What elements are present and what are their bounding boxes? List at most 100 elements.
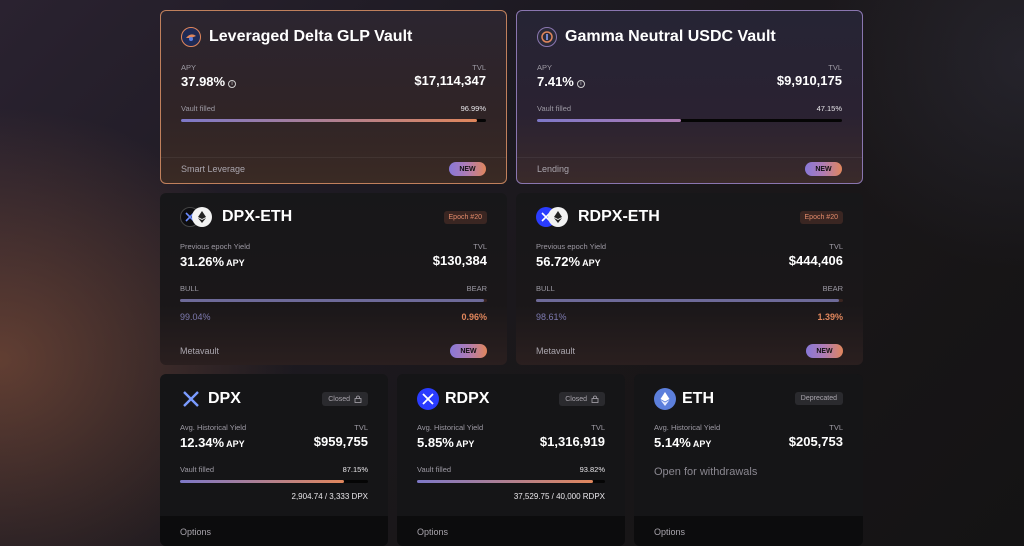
status-badge: Closed <box>559 392 605 406</box>
vault-title: Leveraged Delta GLP Vault <box>209 28 413 45</box>
apy-label: APY <box>537 63 553 72</box>
options-footer[interactable]: Options <box>634 516 863 546</box>
metavault-title: DPX-ETH <box>222 208 293 225</box>
new-badge: NEW <box>805 162 842 176</box>
vault-filled-bar-fill <box>417 480 594 483</box>
usdc-vault-icon <box>537 27 557 47</box>
tvl-value: $17,114,347 <box>414 73 486 88</box>
vault-filled-bar-fill <box>180 480 344 483</box>
bear-label: BEAR <box>466 284 487 293</box>
tvl-label: TVL <box>829 423 843 432</box>
yield-label: Avg. Historical Yield <box>180 423 247 432</box>
deposit-amount: 37,529.75 / 40,000 RDPX <box>513 492 605 501</box>
yield-label: Previous epoch Yield <box>536 242 607 251</box>
eth-icon <box>548 207 568 227</box>
options-label: Options <box>180 527 212 537</box>
yield-value: 56.72% <box>536 254 581 269</box>
yield-label: Avg. Historical Yield <box>654 423 721 432</box>
bull-bar-fill <box>180 299 485 302</box>
bull-bear-bar <box>180 299 487 302</box>
tvl-value: $205,753 <box>788 434 843 449</box>
vault-card-leveraged-delta-glp[interactable]: Leveraged Delta GLP Vault APY 37.98% i TV… <box>160 10 507 184</box>
new-badge: NEW <box>806 344 843 358</box>
vault-card-gamma-neutral-usdc[interactable]: Gamma Neutral USDC Vault APY 7.41% i TVL … <box>516 10 863 184</box>
rdpx-icon <box>417 388 439 410</box>
lock-icon <box>354 395 362 403</box>
vault-category: Smart Leverage <box>181 164 246 174</box>
vault-filled-value: 47.15% <box>816 104 842 113</box>
rdpx-eth-pair-icon <box>536 207 568 227</box>
bull-bar-fill <box>536 299 839 302</box>
new-badge: NEW <box>449 162 486 176</box>
ssov-card-eth[interactable]: ETH Deprecated Avg. Historical Yield 5.1… <box>634 374 863 546</box>
vault-filled-bar <box>417 480 605 483</box>
bull-bear-bar <box>536 299 843 302</box>
yield-value: 12.34% <box>180 435 225 450</box>
tvl-label: TVL <box>354 423 368 432</box>
options-footer[interactable]: Options <box>397 516 625 546</box>
tvl-value: $444,406 <box>788 253 843 268</box>
vault-filled-bar <box>181 119 486 122</box>
vault-filled-bar <box>537 119 842 122</box>
yield-value: 5.85% <box>417 435 454 450</box>
vault-title: Gamma Neutral USDC Vault <box>565 28 776 45</box>
tvl-value: $130,384 <box>432 253 487 268</box>
vault-filled-label: Vault filled <box>537 104 572 113</box>
glp-vault-icon <box>181 27 201 47</box>
status-text: Closed <box>565 395 587 403</box>
ssov-card-dpx[interactable]: DPX Closed Avg. Historical Yield 12.34% A… <box>160 374 388 546</box>
yield-label: Previous epoch Yield <box>180 242 251 251</box>
metavault-card-rdpx-eth[interactable]: RDPX-ETH Epoch #20 Previous epoch Yield … <box>516 193 863 365</box>
tvl-value: $959,755 <box>313 434 368 449</box>
apy-suffix: APY <box>455 439 475 449</box>
bear-label: BEAR <box>822 284 843 293</box>
apy-label: APY <box>181 63 197 72</box>
metavault-title: RDPX-ETH <box>578 208 660 225</box>
dpx-icon <box>180 388 202 410</box>
bull-label: BULL <box>180 284 199 293</box>
tvl-label: TVL <box>828 63 842 72</box>
deposit-amount: 2,904.74 / 3,333 DPX <box>291 492 369 501</box>
vault-filled-value: 93.82% <box>579 465 605 474</box>
tvl-label: TVL <box>473 242 487 251</box>
bull-value: 99.04% <box>180 312 211 322</box>
bear-value: 1.39% <box>817 312 843 322</box>
dpx-eth-pair-icon <box>180 207 212 227</box>
metavault-category: Metavault <box>180 346 220 356</box>
vault-filled-label: Vault filled <box>181 104 216 113</box>
options-label: Options <box>654 527 686 537</box>
ssov-title: DPX <box>208 390 241 407</box>
vault-filled-bar-fill <box>181 119 477 122</box>
metavault-category: Metavault <box>536 346 576 356</box>
apy-value: 7.41% <box>537 74 574 89</box>
eth-icon <box>654 388 676 410</box>
new-badge: NEW <box>450 344 487 358</box>
bull-label: BULL <box>536 284 555 293</box>
apy-suffix: APY <box>226 258 245 268</box>
status-badge: Deprecated <box>794 392 843 405</box>
status-badge: Closed <box>322 392 368 406</box>
vault-filled-label: Vault filled <box>180 465 215 474</box>
eth-icon <box>192 207 212 227</box>
vault-filled-label: Vault filled <box>417 465 452 474</box>
vault-filled-value: 87.15% <box>342 465 368 474</box>
metavault-card-dpx-eth[interactable]: DPX-ETH Epoch #20 Previous epoch Yield 3… <box>160 193 507 365</box>
ssov-title: ETH <box>682 390 714 407</box>
vault-filled-bar <box>180 480 368 483</box>
yield-value: 5.14% <box>654 435 691 450</box>
ssov-card-rdpx[interactable]: RDPX Closed Avg. Historical Yield 5.85% A… <box>397 374 625 546</box>
tvl-value: $1,316,919 <box>539 434 605 449</box>
options-footer[interactable]: Options <box>160 516 388 546</box>
tvl-label: TVL <box>591 423 605 432</box>
apy-value: 37.98% <box>181 74 226 89</box>
vault-filled-bar-fill <box>537 119 681 122</box>
info-icon[interactable]: i <box>576 80 585 88</box>
tvl-label: TVL <box>472 63 486 72</box>
withdrawals-note: Open for withdrawals <box>654 466 758 478</box>
vault-filled-value: 96.99% <box>460 104 486 113</box>
lock-icon <box>591 395 599 403</box>
options-label: Options <box>417 527 449 537</box>
bull-value: 98.61% <box>536 312 567 322</box>
info-icon[interactable]: i <box>228 80 237 88</box>
status-text: Closed <box>328 395 350 403</box>
